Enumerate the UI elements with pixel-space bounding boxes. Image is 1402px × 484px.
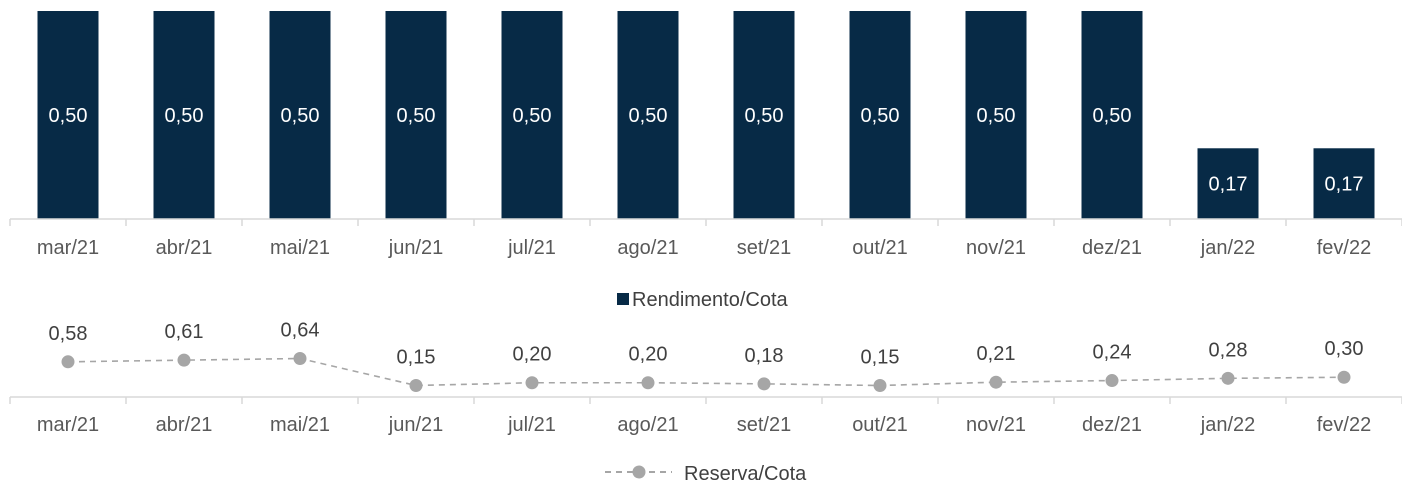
reserva-data-label: 0,20 <box>513 344 552 366</box>
reserva-legend-marker <box>632 465 646 479</box>
line-x-tick-label: dez/21 <box>1082 414 1142 436</box>
rendimento-bar-chart: 0,50 0,50 0,50 0,50 0,50 0,50 0,50 0,50 0,50 0,50… <box>9 11 1402 311</box>
reserva-point <box>177 353 191 367</box>
rendimento-bar <box>1313 148 1375 219</box>
line-x-tick-label: set/21 <box>737 414 791 436</box>
reserva-series-line <box>67 357 1345 387</box>
reserva-data-label: 0,61 <box>165 321 204 343</box>
rendimento-legend-label: Rendimento/Cota <box>632 289 789 311</box>
reserva-data-label: 0,15 <box>397 347 436 369</box>
reserva-data-label: 0,21 <box>977 343 1016 365</box>
rendimento-data-label: 0,50 <box>397 105 436 127</box>
reserva-point <box>989 375 1003 389</box>
rendimento-data-label: 0,17 <box>1325 174 1364 196</box>
rendimento-bar <box>965 11 1027 219</box>
reserva-point <box>757 377 771 391</box>
bar-x-tick-label: nov/21 <box>966 237 1026 259</box>
rendimento-bar <box>733 11 795 219</box>
bar-x-tick-label: jun/21 <box>388 237 444 259</box>
rendimento-data-label: 0,17 <box>1209 174 1248 196</box>
line-x-tick-label: nov/21 <box>966 414 1026 436</box>
reserva-data-label: 0,58 <box>49 323 88 345</box>
rendimento-data-label: 0,50 <box>1093 105 1132 127</box>
line-x-tick-label: jul/21 <box>507 414 556 436</box>
line-x-tick-label: jun/21 <box>388 414 444 436</box>
reserva-data-label: 0,24 <box>1093 342 1132 364</box>
rendimento-bar <box>617 11 679 219</box>
reserva-point <box>61 355 75 369</box>
bar-x-tick-label: fev/22 <box>1317 237 1371 259</box>
reserva-point <box>873 379 887 392</box>
line-x-tick-label: abr/21 <box>156 414 213 436</box>
bar-x-tick-label: abr/21 <box>156 237 213 259</box>
reserva-data-label: 0,28 <box>1209 339 1248 361</box>
reserva-data-label: 0,15 <box>861 347 900 369</box>
rendimento-bar <box>1197 148 1259 219</box>
reserva-point <box>409 379 423 392</box>
bar-x-tick-label: jan/22 <box>1200 237 1256 259</box>
line-x-tick-label: out/21 <box>852 414 908 436</box>
rendimento-data-label: 0,50 <box>281 105 320 127</box>
reserva-data-label: 0,18 <box>745 345 784 367</box>
line-x-tick-label: jan/22 <box>1200 414 1256 436</box>
line-chart-legend: Reserva/Cota <box>605 463 807 484</box>
line-x-tick-label: mai/21 <box>270 414 330 436</box>
bar-x-tick-label: dez/21 <box>1082 237 1142 259</box>
reserva-point <box>641 376 655 390</box>
reserva-data-label: 0,30 <box>1325 338 1364 360</box>
reserva-point <box>1221 371 1235 385</box>
line-x-tick-label: ago/21 <box>617 414 678 436</box>
bar-x-tick-label: ago/21 <box>617 237 678 259</box>
reserva-data-label: 0,64 <box>281 320 320 342</box>
rendimento-bar <box>385 11 447 219</box>
rendimento-data-label: 0,50 <box>861 105 900 127</box>
bar-x-tick-label: mar/21 <box>37 237 99 259</box>
rendimento-bar <box>1081 11 1143 219</box>
rendimento-legend-swatch <box>617 293 629 305</box>
rendimento-bar <box>269 11 331 219</box>
rendimento-data-label: 0,50 <box>977 105 1016 127</box>
rendimento-data-label: 0,50 <box>745 105 784 127</box>
rendimento-data-label: 0,50 <box>49 105 88 127</box>
rendimento-data-label: 0,50 <box>165 105 204 127</box>
reserva-line-chart: 0,58 0,61 0,64 0,15 0,20 0,20 0,18 0,15 0,21 0,24… <box>9 320 1402 484</box>
rendimento-bar <box>37 11 99 219</box>
rendimento-data-label: 0,50 <box>513 105 552 127</box>
bar-x-tick-label: mai/21 <box>270 237 330 259</box>
reserva-point <box>1105 374 1119 388</box>
reserva-point <box>1337 370 1351 384</box>
rendimento-bar <box>153 11 215 219</box>
bar-x-tick-label: jul/21 <box>507 237 556 259</box>
reserva-point <box>293 352 307 365</box>
bar-x-tick-label: set/21 <box>737 237 791 259</box>
reserva-point <box>525 376 539 390</box>
rendimento-bar <box>849 11 911 219</box>
rendimento-data-label: 0,50 <box>629 105 668 127</box>
reserva-legend-label: Reserva/Cota <box>684 463 807 484</box>
rendimento-bar <box>501 11 563 219</box>
bar-x-tick-label: out/21 <box>852 237 908 259</box>
line-x-tick-label: mar/21 <box>37 414 99 436</box>
line-x-tick-label: fev/22 <box>1317 414 1371 436</box>
reserva-data-label: 0,20 <box>629 344 668 366</box>
bar-chart-legend: Rendimento/Cota <box>617 289 789 311</box>
